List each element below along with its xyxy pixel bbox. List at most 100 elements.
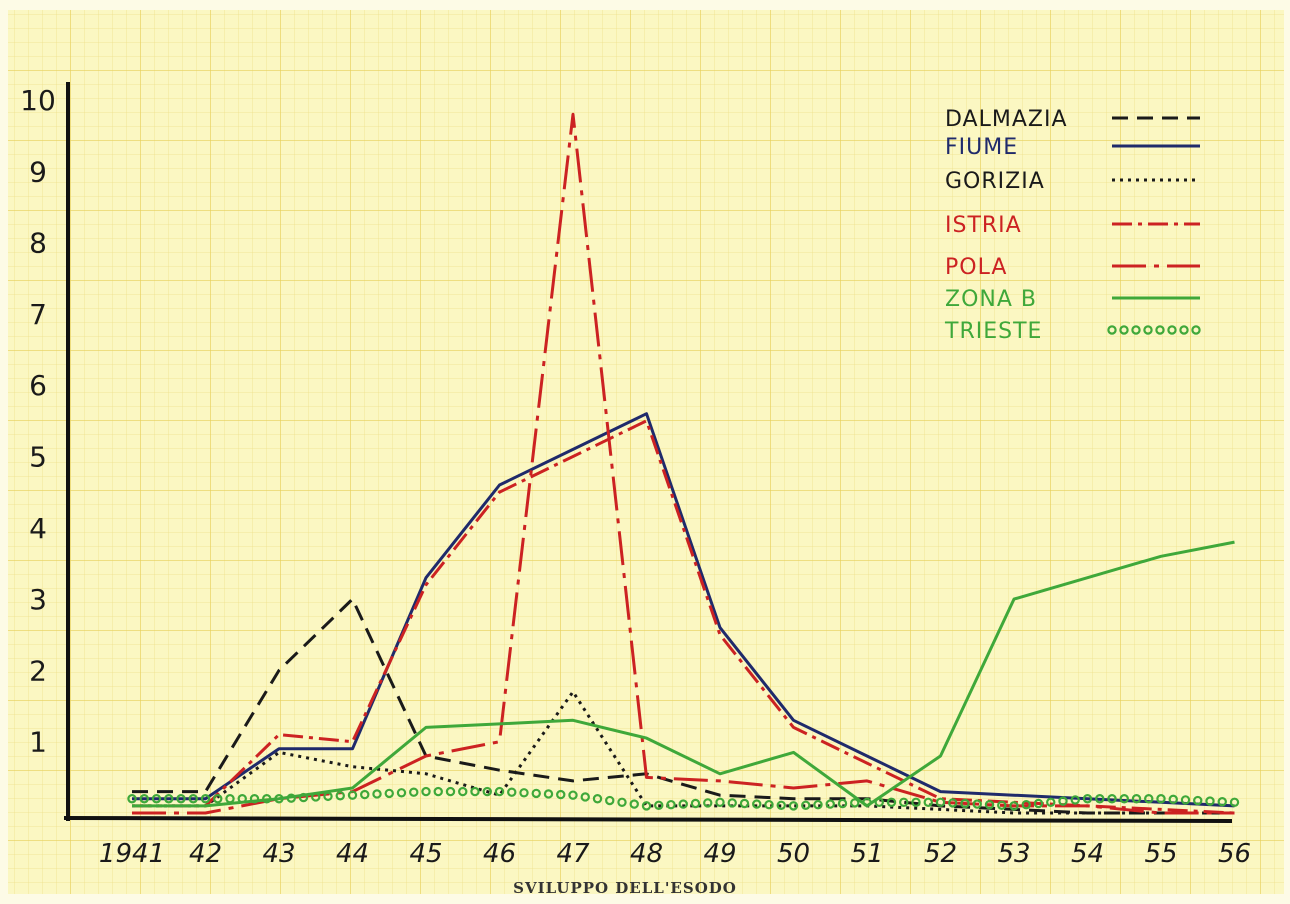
legend-swatch-trieste [1119,325,1129,335]
trieste-point [286,793,296,803]
trieste-point [360,789,370,800]
y-tick-label: 8 [29,227,47,260]
graph-paper-grid [8,10,1284,894]
line-istria [132,419,1235,815]
trieste-point [1193,795,1203,806]
y-tick-label: 7 [29,298,47,331]
x-tick-label: 50 [777,839,810,869]
trieste-point [801,800,811,810]
trieste-point [347,790,358,800]
trieste-point [1009,801,1019,811]
legend-swatch-trieste [1191,325,1201,335]
x-tick-label: 1941 [99,839,165,869]
trieste-point [1070,795,1080,805]
x-tick-label: 56 [1218,839,1251,869]
trieste-point [923,797,933,808]
y-tick-label: 2 [29,654,47,687]
x-tick-label: 52 [924,839,957,869]
trieste-point [556,789,566,800]
trieste-point [629,799,639,809]
trieste-point [249,794,260,804]
trieste-point [1021,799,1031,810]
y-tick-labels: 1 2 3 4 5 6 7 8 9 10 [20,84,56,759]
trieste-point [1180,795,1191,805]
trieste-point [384,788,394,799]
trieste-point [335,791,345,801]
trieste-point [948,798,958,808]
y-tick-label: 5 [29,441,47,474]
trieste-point [409,787,419,797]
trieste-point [874,797,884,808]
y-tick-label: 6 [29,369,47,402]
trieste-point [213,794,223,804]
trieste-point [739,798,750,809]
trieste-point [188,794,198,804]
trieste-point [1144,794,1154,804]
series-fiume [132,412,1235,808]
x-tick-label: 54 [1071,839,1104,869]
trieste-point [531,788,541,799]
trieste-point [972,799,982,809]
trieste-point [837,798,848,809]
line-pola [132,112,1235,815]
trieste-point [592,794,603,804]
trieste-point [1217,797,1227,807]
trieste-point [507,787,517,797]
trieste-point [323,791,333,802]
legend-swatch-trieste [1167,325,1177,335]
x-axis-line [63,816,1233,823]
x-tick-label: 45 [409,839,442,869]
trieste-point [482,786,492,797]
y-tick-label: 9 [29,155,47,188]
trieste-point [470,786,480,797]
trieste-point [568,790,578,800]
trieste-point [1107,794,1117,804]
legend-swatch-trieste [1143,325,1153,335]
line-dalmazia [132,597,1235,815]
trieste-point [1046,797,1056,808]
trieste-point [666,799,676,810]
legend-label-pola: POLA [945,255,1007,280]
x-tick-label: 44 [336,839,369,869]
trieste-point [813,799,823,810]
trieste-point [1156,794,1166,804]
trieste-point [396,788,407,798]
trieste-point [984,799,995,810]
y-tick-label: 3 [29,583,47,616]
trieste-point [225,794,235,804]
trieste-point [1229,797,1240,808]
trieste-point [960,798,970,809]
trieste-point [617,797,627,808]
x-tick-label: 46 [483,839,516,869]
x-tick-label: 49 [703,839,736,869]
trieste-point [690,798,701,809]
legend-swatch-trieste [1155,325,1165,335]
y-tick-label: 1 [29,726,47,759]
legend: DALMAZIA FIUME GORIZIA ISTRIA POLA ZONA B TRIE… [944,107,1201,344]
trieste-point [1082,794,1093,804]
trieste-point [237,794,247,804]
trieste-point [703,798,713,808]
trieste-point [678,799,688,809]
series-lines [127,112,1240,815]
trieste-point [899,797,909,808]
trieste-point [935,797,946,808]
trieste-point [776,800,786,810]
x-tick-label: 53 [997,839,1030,869]
series-pola [132,112,1235,815]
trieste-point [862,797,872,808]
line-gorizia [132,690,1235,815]
trieste-point [911,797,921,808]
trieste-point [886,797,897,808]
trieste-point [274,794,284,804]
series-gorizia [132,690,1235,815]
legend-swatch-trieste [1179,325,1189,335]
trieste-point [176,794,186,804]
trieste-point [1058,796,1068,806]
trieste-point [641,801,652,811]
trieste-point [433,786,443,797]
trieste-point [421,786,431,797]
trieste-point [1131,794,1142,804]
